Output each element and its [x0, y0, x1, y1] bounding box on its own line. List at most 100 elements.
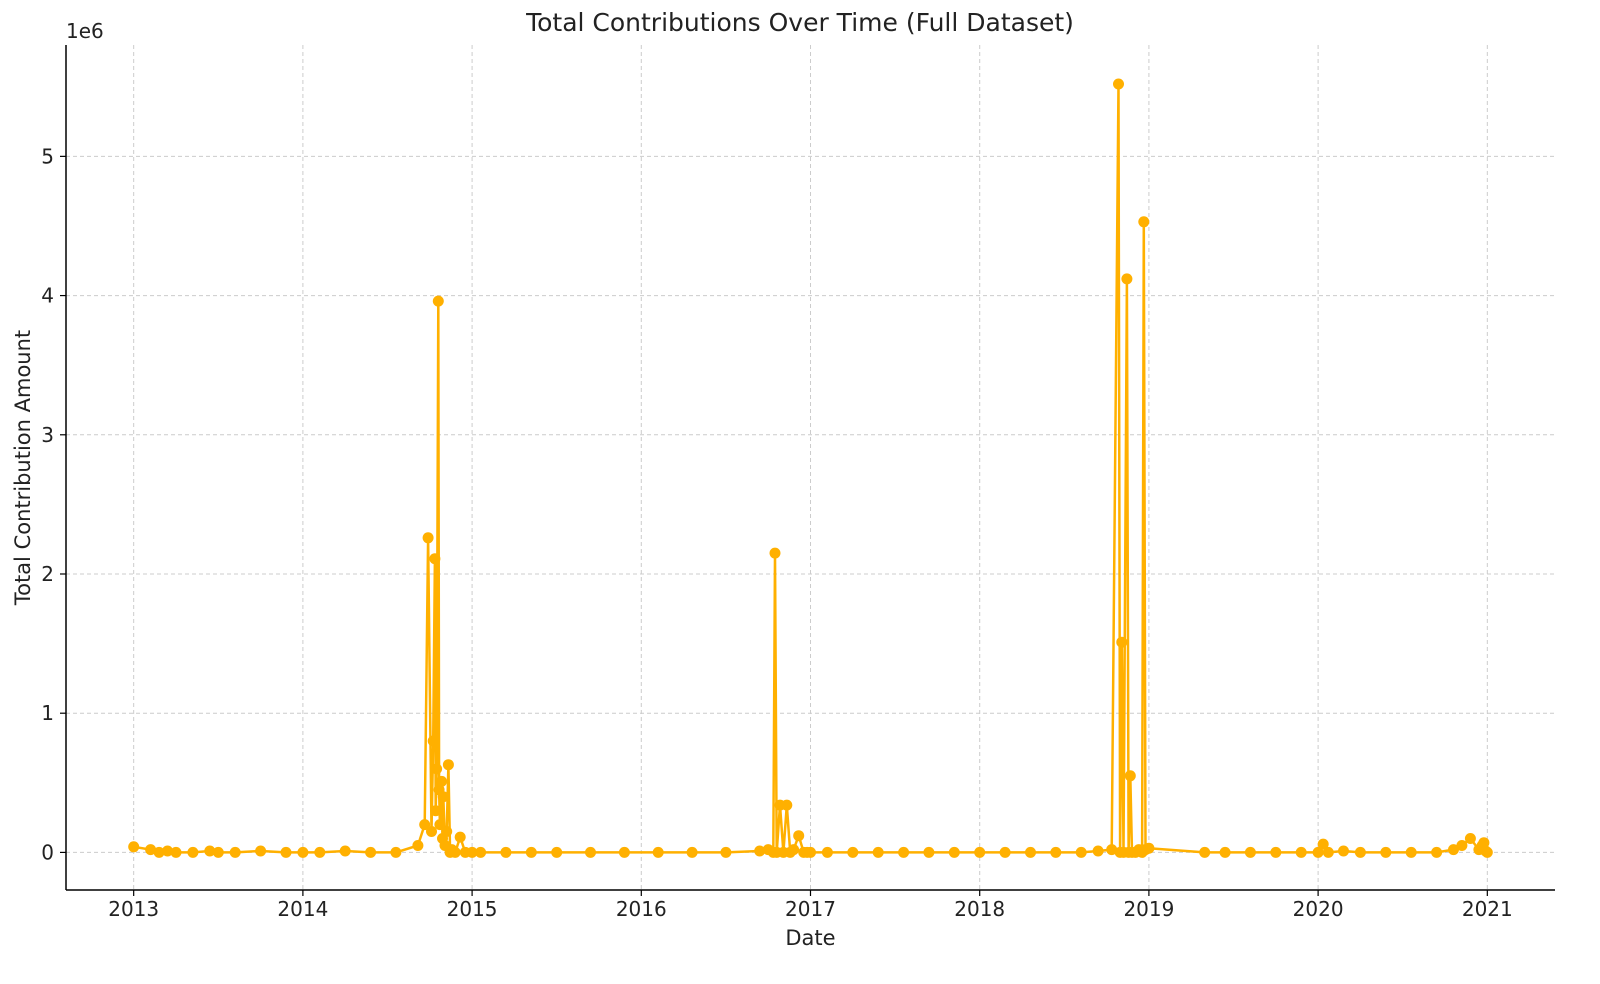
data-point	[1338, 845, 1349, 857]
data-point	[793, 830, 805, 842]
data-point	[170, 846, 182, 858]
data-point	[314, 846, 326, 858]
data-point	[1092, 845, 1104, 857]
data-point	[847, 846, 859, 858]
data-point	[1025, 846, 1036, 858]
data-point	[1050, 846, 1062, 858]
data-point	[426, 826, 437, 837]
data-point	[422, 532, 434, 544]
x-tick-label: 2017	[785, 897, 836, 921]
data-point	[821, 846, 833, 858]
data-point	[204, 845, 216, 857]
data-point	[1317, 838, 1329, 850]
data-point	[805, 846, 816, 858]
data-point	[974, 846, 986, 858]
data-point	[429, 553, 441, 565]
data-point	[788, 844, 800, 856]
data-point	[365, 846, 377, 858]
data-point	[145, 844, 157, 856]
data-point	[1113, 78, 1124, 90]
data-point	[153, 846, 165, 858]
x-tick-label: 2016	[616, 897, 667, 921]
data-point	[162, 845, 173, 857]
data-point	[128, 841, 140, 853]
data-point	[390, 846, 402, 858]
data-point	[1244, 846, 1256, 858]
data-point	[923, 846, 935, 858]
data-point	[948, 846, 960, 858]
data-point	[297, 846, 309, 858]
data-point	[754, 845, 766, 857]
data-point	[441, 826, 453, 837]
data-point	[187, 846, 199, 858]
data-point	[1312, 846, 1324, 858]
y-tick-label: 0	[41, 840, 54, 864]
data-point	[1138, 216, 1150, 228]
x-axis-label: Date	[785, 926, 835, 950]
data-point	[436, 775, 448, 787]
data-point	[551, 846, 563, 858]
data-point	[1199, 846, 1211, 858]
data-point	[1456, 840, 1468, 851]
data-point	[475, 846, 487, 858]
data-point	[280, 846, 292, 858]
x-tick-label: 2013	[108, 897, 159, 921]
data-point	[1116, 636, 1128, 648]
data-point	[419, 819, 431, 831]
data-point	[449, 846, 461, 858]
y-axis-label: Total Contribution Amount	[11, 330, 35, 606]
data-point	[1121, 273, 1133, 285]
y-tick-label: 5	[41, 144, 54, 168]
x-ticks: 2013 2014 2015 2016 2017 2018 2019 2020 2021	[108, 890, 1513, 921]
data-point	[1322, 846, 1334, 858]
data-point	[781, 799, 793, 811]
data-point	[1295, 846, 1307, 858]
y-ticks: 0 1 2 3 4 5	[41, 144, 66, 864]
x-tick-label: 2019	[1123, 897, 1174, 921]
data-point	[442, 759, 454, 771]
data-point	[431, 763, 443, 775]
data-point	[769, 547, 781, 559]
data-point	[430, 805, 442, 817]
y-tick-label: 4	[41, 284, 54, 308]
x-tick-label: 2021	[1462, 897, 1513, 921]
data-point	[525, 846, 537, 858]
series	[128, 78, 1493, 858]
data-point	[1448, 844, 1459, 856]
x-tick-label: 2015	[447, 897, 498, 921]
data-point	[686, 846, 698, 858]
data-point	[212, 846, 224, 858]
y-tick-label: 3	[41, 423, 54, 447]
data-point	[872, 846, 884, 858]
data-point	[1354, 846, 1366, 858]
data-point	[1478, 837, 1490, 849]
y-tick-label: 1	[41, 701, 54, 725]
x-tick-label: 2018	[954, 897, 1005, 921]
data-point	[500, 846, 512, 858]
data-point	[1270, 846, 1282, 858]
data-point	[1219, 846, 1231, 858]
data-point	[1380, 846, 1392, 858]
data-point	[427, 735, 439, 747]
data-point	[1124, 770, 1136, 782]
y-tick-label: 2	[41, 562, 54, 586]
x-tick-label: 2020	[1293, 897, 1344, 921]
chart-title: Total Contributions Over Time (Full Data…	[526, 8, 1074, 37]
data-point	[1106, 844, 1118, 856]
data-point	[434, 819, 446, 831]
data-point	[720, 846, 732, 858]
data-point	[1143, 842, 1155, 854]
data-point	[229, 846, 241, 858]
data-point	[999, 846, 1011, 858]
data-point	[339, 845, 351, 857]
data-point	[585, 846, 596, 858]
data-point	[432, 295, 444, 307]
data-point	[412, 840, 424, 851]
data-point	[618, 846, 630, 858]
data-point	[652, 846, 664, 858]
data-point	[1481, 846, 1493, 858]
data-point	[1431, 846, 1443, 858]
data-point	[466, 846, 478, 858]
data-point	[1075, 846, 1087, 858]
